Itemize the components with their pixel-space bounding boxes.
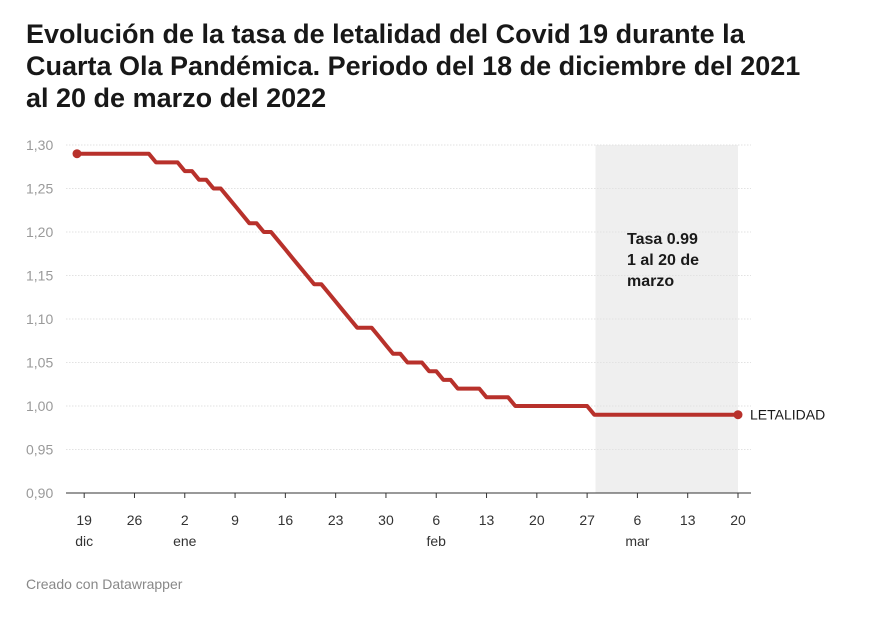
labels-layer: LETALIDAD Tasa 0.99 1 al 20 de marzo bbox=[627, 231, 825, 423]
series-line bbox=[75, 151, 740, 417]
y-tick-label: 1,00 bbox=[26, 398, 53, 414]
end-point bbox=[733, 410, 743, 420]
footer-credit: Creado con Datawrapper bbox=[26, 576, 183, 592]
y-tick-label: 1,20 bbox=[26, 224, 53, 240]
start-point bbox=[72, 149, 82, 159]
x-tick-label: 6 bbox=[634, 512, 642, 528]
x-tick-label: 30 bbox=[378, 512, 394, 528]
y-tick-label: 0,90 bbox=[26, 485, 53, 501]
annotation-line: marzo bbox=[627, 273, 674, 290]
annotation-line: 1 al 20 de bbox=[627, 252, 699, 269]
y-tick-label: 1,10 bbox=[26, 311, 53, 327]
y-tick-label: 1,05 bbox=[26, 355, 53, 371]
x-tick-label: 6 bbox=[432, 512, 440, 528]
y-axis-ticks: 1,30 1,25 1,20 1,15 1,10 1,05 1,00 0,95 0,90 bbox=[26, 137, 53, 501]
x-tick-month-label: ene bbox=[173, 533, 197, 549]
x-tick-label: 9 bbox=[231, 512, 239, 528]
x-tick-label: 19 bbox=[76, 512, 92, 528]
x-tick-label: 13 bbox=[680, 512, 696, 528]
chart-title: Evolución de la tasa de letalidad del Co… bbox=[26, 19, 801, 113]
y-tick-label: 1,15 bbox=[26, 268, 53, 284]
y-tick-label: 1,30 bbox=[26, 137, 53, 153]
x-tick-label: 13 bbox=[479, 512, 495, 528]
series-label: LETALIDAD bbox=[750, 407, 825, 423]
x-axis-ticks: 19 dic 26 2 ene 9 16 23 30 6 feb 13 20 27 6 mar 13 20 bbox=[75, 493, 746, 549]
x-tick-label: 20 bbox=[730, 512, 746, 528]
x-tick-label: 23 bbox=[328, 512, 344, 528]
x-tick-label: 2 bbox=[181, 512, 189, 528]
line-chart: 1,30 1,25 1,20 1,15 1,10 1,05 1,00 0,95 0,90 19 d… bbox=[26, 137, 825, 549]
x-tick-month-label: feb bbox=[427, 533, 447, 549]
series-layer bbox=[72, 149, 743, 420]
x-tick-label: 20 bbox=[529, 512, 545, 528]
x-tick-label: 27 bbox=[579, 512, 595, 528]
x-tick-month-label: mar bbox=[625, 533, 649, 549]
annotation-line: Tasa 0.99 bbox=[627, 231, 698, 248]
x-tick-label: 16 bbox=[278, 512, 294, 528]
y-tick-label: 0,95 bbox=[26, 442, 53, 458]
y-tick-label: 1,25 bbox=[26, 181, 53, 197]
x-tick-month-label: dic bbox=[75, 533, 93, 549]
x-tick-label: 26 bbox=[127, 512, 143, 528]
